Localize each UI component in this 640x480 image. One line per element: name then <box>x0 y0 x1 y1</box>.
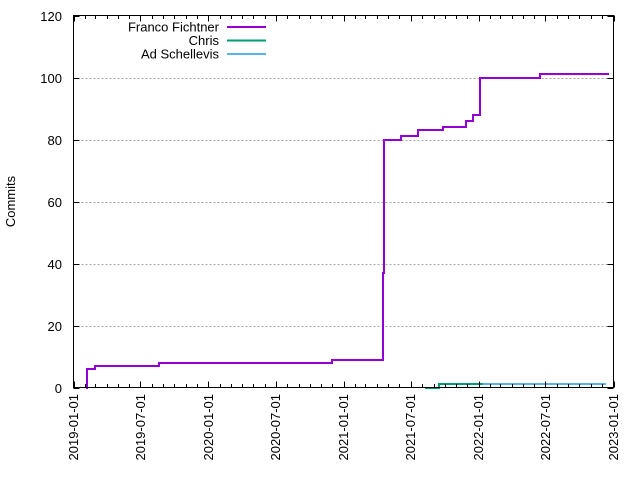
xtick-label-2023-01-01: 2023-01-01 <box>606 394 621 461</box>
xtick-label-2021-07-01: 2021-07-01 <box>403 394 418 461</box>
xtick-label-2019-01-01: 2019-01-01 <box>66 394 81 461</box>
xtick-label-2021-01-01: 2021-01-01 <box>336 394 351 461</box>
legend-label-franco-fichtner: Franco Fichtner <box>128 20 220 35</box>
plot-border <box>73 15 614 388</box>
xtick-label-2020-01-01: 2020-01-01 <box>201 394 216 461</box>
xtick-label-2022-07-01: 2022-07-01 <box>538 394 553 461</box>
ytick-label-40: 40 <box>48 257 62 272</box>
y-axis-title: Commits <box>3 175 18 227</box>
series-line-franco-fichtner <box>86 73 609 389</box>
legend-label-ad-schellevis: Ad Schellevis <box>141 47 220 62</box>
legend-label-chris: Chris <box>189 33 220 48</box>
ytick-label-60: 60 <box>48 195 62 210</box>
axis-layer <box>73 15 615 389</box>
xtick-label-2020-07-01: 2020-07-01 <box>268 394 283 461</box>
axis-label-layer: 0 20 40 60 80 100 120 2019-01-01 2019-07-01 2020-… <box>40 9 621 461</box>
ytick-label-0: 0 <box>55 381 62 396</box>
grid-layer <box>73 78 614 327</box>
ytick-label-100: 100 <box>40 71 62 86</box>
ytick-label-20: 20 <box>48 319 62 334</box>
series-layer <box>86 73 609 389</box>
ytick-label-120: 120 <box>40 9 62 24</box>
xtick-label-2022-01-01: 2022-01-01 <box>471 394 486 461</box>
xtick-label-2019-07-01: 2019-07-01 <box>133 394 148 461</box>
ytick-label-80: 80 <box>48 133 62 148</box>
